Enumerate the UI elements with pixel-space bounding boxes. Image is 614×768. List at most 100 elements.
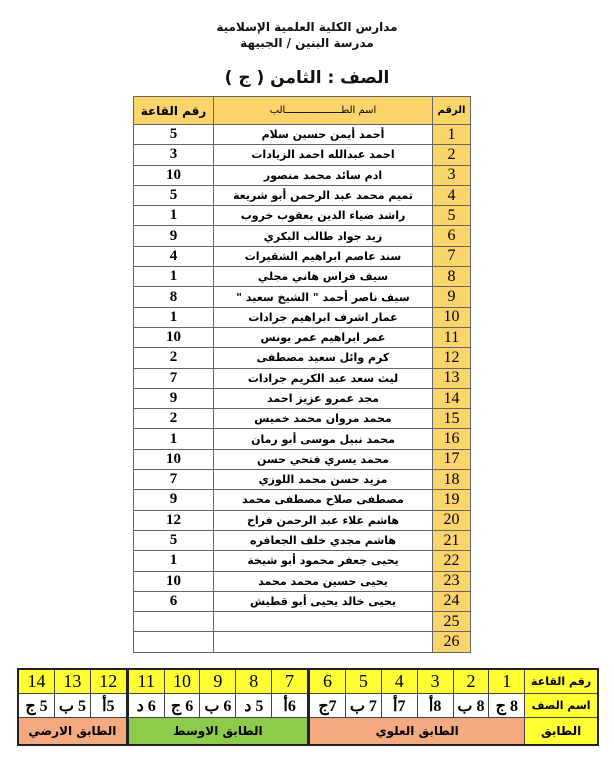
room-number: 1 bbox=[133, 306, 214, 328]
student-name bbox=[213, 611, 433, 633]
room-number: 7 bbox=[133, 469, 214, 491]
room-number-cell: 6 bbox=[307, 668, 346, 694]
table-row: 23 يحيى حسين محمد محمد 10 bbox=[133, 570, 471, 592]
student-name: سيف فراس هاني مجلي bbox=[213, 266, 433, 288]
room-number: 10 bbox=[133, 164, 214, 186]
room-number-cell: 2 bbox=[452, 668, 490, 694]
class-name-cell: 7ج bbox=[307, 693, 346, 718]
student-name: ليث سعد عبد الكريم جرادات bbox=[213, 367, 433, 389]
table-row: 9 سيف ناصر أحمد " الشيخ سعيد " 8 bbox=[133, 286, 471, 308]
student-name: هاشم مجدي خلف الجعافره bbox=[213, 529, 433, 552]
row-number: 23 bbox=[432, 570, 471, 592]
table-row: 16 محمد نبيل موسى أبو رمان 1 bbox=[133, 428, 471, 450]
student-name: عمار اشرف ابراهيم جرادات bbox=[213, 306, 433, 328]
room-number-cell: 14 bbox=[17, 668, 55, 694]
class-name-cell: 7أ bbox=[380, 693, 418, 718]
floor-row: الطابق الطابق العلوي الطابق الاوسط الطابق … bbox=[17, 717, 599, 746]
student-name: سند عاصم ابراهيم الشقيرات bbox=[213, 245, 433, 268]
row-number: 21 bbox=[432, 529, 471, 552]
room-number: 2 bbox=[133, 347, 214, 369]
floor-cell: الطابق الارضي bbox=[17, 717, 128, 746]
student-name: راشد ضياء الدين يعقوب خروب bbox=[213, 205, 433, 227]
row-number: 20 bbox=[432, 509, 471, 531]
class-name-cell: 7 ب bbox=[344, 693, 382, 718]
row-number: 17 bbox=[432, 448, 471, 471]
table-row: 5 راشد ضياء الدين يعقوب خروب 1 bbox=[133, 205, 471, 227]
table-row: 1 أحمد أيمن حسين سلام 5 bbox=[133, 123, 471, 146]
room-number: 1 bbox=[133, 266, 214, 288]
class-name-cell: 8 ب bbox=[452, 693, 490, 718]
class-name-cell: 6أ bbox=[271, 693, 310, 718]
row-number: 16 bbox=[432, 428, 471, 450]
table-row: 8 سيف فراس هاني مجلي 1 bbox=[133, 266, 471, 288]
student-name: احمد عبدالله احمد الزيادات bbox=[213, 144, 433, 166]
room-number-cell: 7 bbox=[271, 668, 310, 694]
table-row: 26 bbox=[133, 631, 471, 653]
room-number-cell: 8 bbox=[235, 668, 273, 694]
student-name: محمد نبيل موسى أبو رمان bbox=[213, 428, 433, 450]
rooms-table: رقم القاعة 1 2 3 4 5 6 7 8 9 10 11 12 13 14 اسم الصف … bbox=[17, 668, 599, 746]
table-row: 11 عمر ابراهيم عمر يونس 10 bbox=[133, 326, 471, 349]
table-row: 24 يحيى خالد يحيى أبو قطيش 6 bbox=[133, 590, 471, 613]
room-number: 9 bbox=[133, 489, 214, 511]
room-number: 5 bbox=[133, 123, 214, 146]
row-number: 11 bbox=[432, 326, 471, 349]
table-row: 13 ليث سعد عبد الكريم جرادات 7 bbox=[133, 367, 471, 389]
column-room: رقم القاعة bbox=[133, 96, 214, 125]
room-number-cell: 4 bbox=[380, 668, 418, 694]
student-name bbox=[213, 631, 433, 653]
table-row: 19 مصطفى صلاح مصطفى محمد 9 bbox=[133, 489, 471, 511]
room-number: 4 bbox=[133, 245, 214, 268]
floor-cell: الطابق العلوي bbox=[307, 717, 526, 746]
table-row: 15 محمد مروان محمد خميس 2 bbox=[133, 408, 471, 430]
room-number: 1 bbox=[133, 428, 214, 450]
room-number-cell: 1 bbox=[488, 668, 526, 694]
class-name-cell: 6 ب bbox=[199, 693, 237, 718]
row-number: 6 bbox=[432, 225, 471, 247]
room-number: 2 bbox=[133, 408, 214, 430]
room-number: 6 bbox=[133, 590, 214, 613]
room-number: 5 bbox=[133, 529, 214, 552]
student-name: سيف ناصر أحمد " الشيخ سعيد " bbox=[213, 286, 433, 308]
table-row: 21 هاشم مجدي خلف الجعافره 5 bbox=[133, 529, 471, 552]
floor-cell: الطابق الاوسط bbox=[125, 717, 310, 746]
school-branch: مدرسة البنين / الجبيهة bbox=[240, 36, 374, 50]
student-name: يحيى حسين محمد محمد bbox=[213, 570, 433, 592]
row-number: 5 bbox=[432, 205, 471, 227]
student-name: ادم سائد محمد منصور bbox=[213, 164, 433, 186]
room-number: 8 bbox=[133, 286, 214, 308]
row-number: 25 bbox=[432, 611, 471, 633]
row-number: 7 bbox=[432, 245, 471, 268]
room-number-cell: 5 bbox=[344, 668, 382, 694]
students-table: الرقم اسم الطـــــــــــــــــــالب رقم … bbox=[133, 96, 471, 653]
class-name-cell: 5 د bbox=[235, 693, 273, 718]
student-name: مصطفى صلاح مصطفى محمد bbox=[213, 489, 433, 511]
table-row: 14 مجد عمرو عزيز احمد 9 bbox=[133, 387, 471, 410]
room-number: 10 bbox=[133, 570, 214, 592]
table-row: 25 bbox=[133, 611, 471, 633]
class-name-cell: 5 ج bbox=[17, 693, 55, 718]
room-number: 3 bbox=[133, 144, 214, 166]
room-number: 9 bbox=[133, 387, 214, 410]
row-number: 2 bbox=[432, 144, 471, 166]
row-number: 10 bbox=[432, 306, 471, 328]
table-row: 20 هاشم علاء عبد الرحمن فراح 12 bbox=[133, 509, 471, 531]
class-name-cell: 5أ bbox=[89, 693, 128, 718]
table-row: 4 تميم محمد عبد الرحمن أبو شريعة 5 bbox=[133, 184, 471, 207]
table-row: 12 كرم وائل سعيد مصطفى 2 bbox=[133, 347, 471, 369]
student-name: هاشم علاء عبد الرحمن فراح bbox=[213, 509, 433, 531]
class-name-label: اسم الصف bbox=[524, 693, 599, 718]
room-number: 1 bbox=[133, 205, 214, 227]
row-number: 9 bbox=[432, 286, 471, 308]
student-name: محمد يسري فتحي حسن bbox=[213, 448, 433, 471]
room-number-row: رقم القاعة 1 2 3 4 5 6 7 8 9 10 11 12 13 14 bbox=[17, 668, 599, 694]
room-number: 12 bbox=[133, 509, 214, 531]
student-name: كرم وائل سعيد مصطفى bbox=[213, 347, 433, 369]
room-number: 5 bbox=[133, 184, 214, 207]
row-number: 14 bbox=[432, 387, 471, 410]
student-name: عمر ابراهيم عمر يونس bbox=[213, 326, 433, 349]
class-name-cell: 5 ب bbox=[54, 693, 91, 718]
student-name: يحيى خالد يحيى أبو قطيش bbox=[213, 590, 433, 613]
table-row: 6 زيد جواد طالب البكري 9 bbox=[133, 225, 471, 247]
